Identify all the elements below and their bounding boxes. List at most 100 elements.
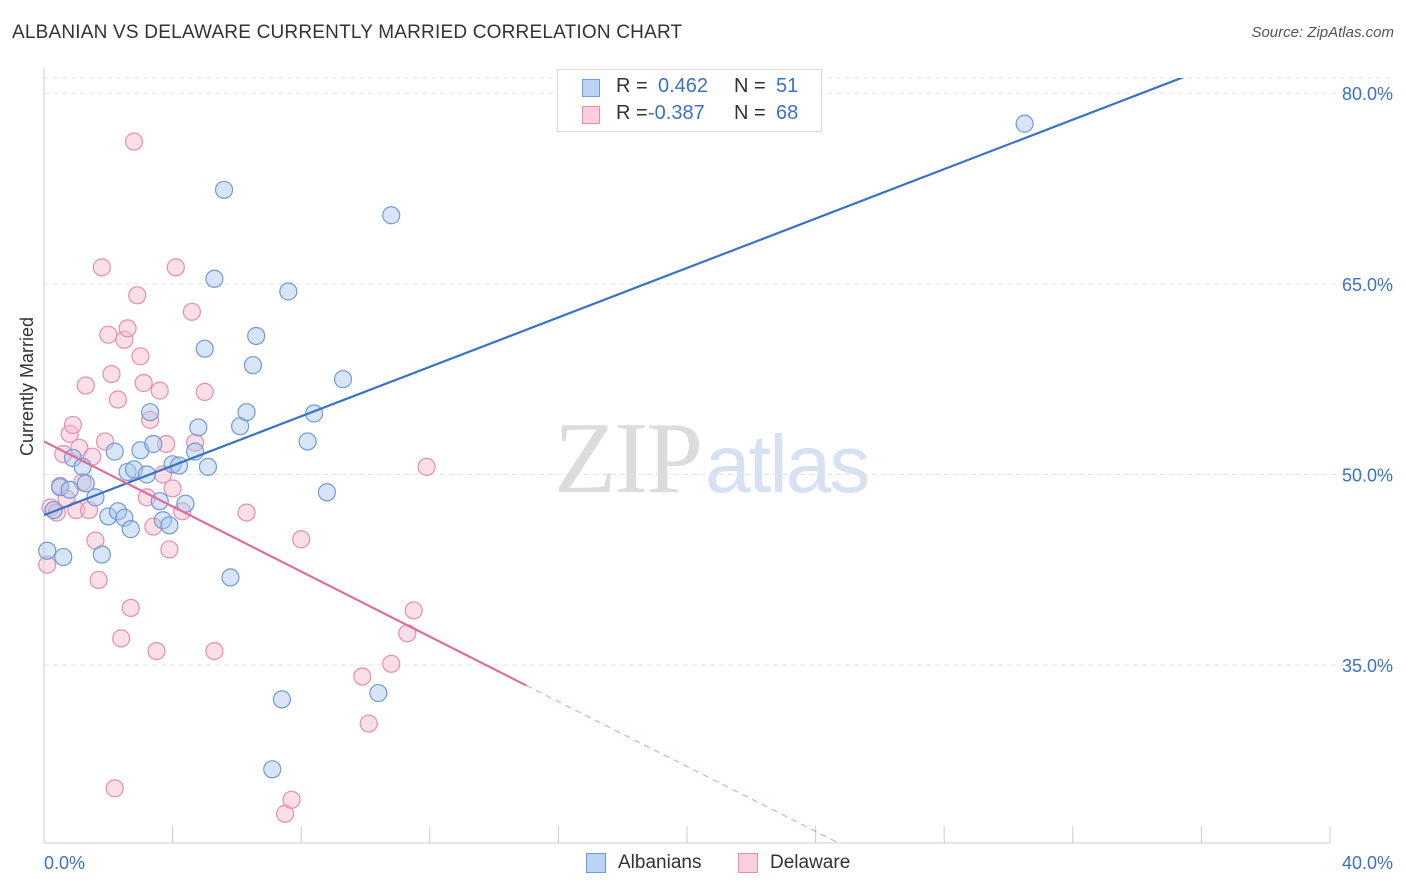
delaware-point xyxy=(118,319,137,338)
legend-label-delaware: Delaware xyxy=(770,852,851,873)
albanians-point xyxy=(1015,114,1034,133)
n-label: N = xyxy=(734,75,766,97)
delaware-point xyxy=(115,330,134,349)
albanians-point xyxy=(214,180,234,199)
delaware-swatch xyxy=(582,106,600,124)
r-value: -0.387 xyxy=(648,102,705,124)
delaware-point xyxy=(128,286,147,305)
delaware-swatch xyxy=(738,853,758,873)
albanians-point xyxy=(76,474,95,493)
delaware-point xyxy=(38,555,57,574)
delaware-point xyxy=(353,667,372,686)
delaware-point xyxy=(99,325,118,344)
albanians-point xyxy=(163,455,182,474)
delaware-point xyxy=(166,258,185,277)
albanians-point xyxy=(38,541,57,560)
stats-legend: R = 0.462 N = 51 R = -0.387 N = 68 xyxy=(557,69,822,132)
delaware-point xyxy=(195,382,214,401)
albanians-trendline xyxy=(44,78,1185,517)
delaware-point xyxy=(70,438,89,457)
delaware-point xyxy=(63,415,83,435)
albanians-point xyxy=(221,568,240,587)
albanians-point xyxy=(263,760,282,779)
watermark-zip: ZIP xyxy=(554,402,703,515)
albanians-point xyxy=(160,516,179,535)
albanians-point xyxy=(317,483,337,502)
delaware-point xyxy=(282,790,301,809)
delaware-point xyxy=(157,434,176,454)
albanians-point xyxy=(60,480,79,499)
delaware-point xyxy=(163,479,182,498)
albanians-point xyxy=(44,500,63,520)
albanians-point xyxy=(140,403,160,422)
delaware-point xyxy=(417,457,436,476)
delaware-point xyxy=(92,258,111,277)
albanians-point xyxy=(298,432,317,451)
albanians-point xyxy=(333,370,353,389)
x-tick-label: 40.0% xyxy=(1342,853,1393,873)
albanians-point xyxy=(272,690,292,709)
albanians-point xyxy=(369,683,388,703)
delaware-point xyxy=(182,302,201,321)
delaware-point xyxy=(134,373,153,393)
delaware-point xyxy=(205,642,224,661)
albanians-point xyxy=(243,356,263,375)
n-label: N = xyxy=(734,102,766,124)
r-value: 0.462 xyxy=(658,75,709,97)
delaware-point xyxy=(108,390,128,409)
delaware-point xyxy=(359,714,378,733)
watermark: ZIPatlas xyxy=(554,400,870,517)
albanians-point xyxy=(54,547,73,567)
delaware-trendline-extension xyxy=(526,684,840,843)
albanians-point xyxy=(247,326,266,346)
delaware-point xyxy=(404,601,423,620)
albanians-swatch xyxy=(582,79,600,97)
delaware-point xyxy=(150,381,169,400)
x-tick-label: 0.0% xyxy=(44,853,85,873)
y-tick-label: 50.0% xyxy=(1342,465,1393,485)
delaware-point xyxy=(160,540,179,559)
n-value: 51 xyxy=(776,75,799,97)
albanians-point xyxy=(115,508,134,527)
delaware-point xyxy=(121,598,140,618)
albanians-point xyxy=(198,457,218,476)
albanians-point xyxy=(237,403,256,422)
delaware-point xyxy=(382,654,401,673)
albanians-point xyxy=(99,507,118,526)
chart-title: ALBANIAN VS DELAWARE CURRENTLY MARRIED C… xyxy=(12,22,683,43)
albanians-point xyxy=(382,206,401,225)
delaware-point xyxy=(76,376,95,395)
delaware-point xyxy=(140,410,160,429)
y-tick-label: 65.0% xyxy=(1342,275,1393,295)
legend-label-albanians: Albanians xyxy=(618,852,702,873)
delaware-point xyxy=(237,503,256,522)
albanians-point xyxy=(105,442,124,461)
albanians-point xyxy=(144,434,163,454)
albanians-point xyxy=(205,269,224,288)
delaware-point xyxy=(102,364,121,384)
delaware-point xyxy=(89,570,108,590)
delaware-point xyxy=(112,629,131,648)
n-value: 68 xyxy=(776,102,799,124)
albanians-point xyxy=(279,282,298,301)
albanians-point xyxy=(189,418,208,437)
albanians-point xyxy=(195,339,214,358)
albanians-point xyxy=(92,545,111,564)
delaware-point xyxy=(67,500,86,520)
y-axis-label: Currently Married xyxy=(17,316,37,456)
source-label: Source: ZipAtlas.com xyxy=(1251,24,1394,41)
y-tick-label: 35.0% xyxy=(1342,656,1393,676)
delaware-point xyxy=(131,347,150,366)
delaware-point xyxy=(292,530,311,549)
delaware-point xyxy=(144,517,163,536)
delaware-point xyxy=(147,642,166,661)
delaware-point xyxy=(124,132,144,151)
y-tick-label: 80.0% xyxy=(1342,84,1393,104)
watermark-atlas: atlas xyxy=(705,419,870,510)
albanians-point xyxy=(121,520,140,539)
delaware-point xyxy=(105,779,124,798)
delaware-trendline xyxy=(44,440,527,687)
r-label: R = xyxy=(616,75,648,97)
albanians-swatch xyxy=(586,853,606,873)
